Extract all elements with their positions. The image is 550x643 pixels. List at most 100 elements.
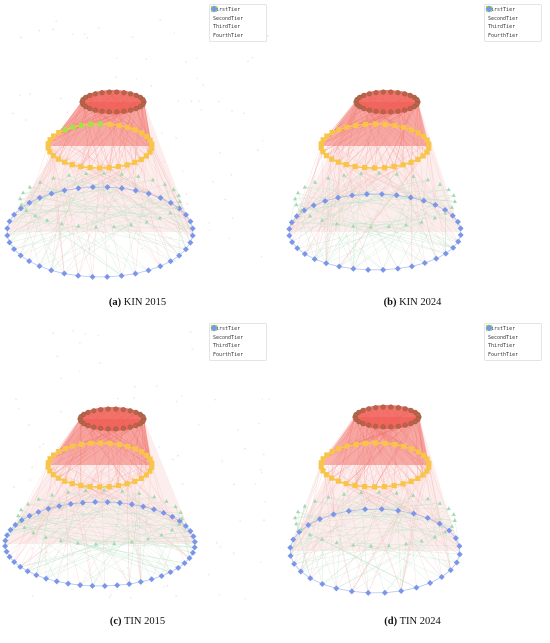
first-tier-node — [134, 410, 139, 415]
second-tier-node — [116, 164, 121, 169]
first-tier-node — [381, 405, 386, 410]
second-tier-node — [107, 122, 112, 127]
diamond-icon — [485, 324, 550, 643]
fourth-tier-node — [132, 271, 138, 277]
second-tier-node — [63, 127, 68, 132]
second-tier-node — [344, 444, 349, 449]
second-tier-node — [149, 142, 154, 147]
first-tier-node — [374, 90, 379, 95]
second-tier-node — [133, 127, 138, 132]
second-tier-node — [401, 444, 406, 449]
second-tier-node — [344, 162, 349, 167]
first-tier-node — [373, 424, 378, 429]
fourth-tier-node — [4, 549, 10, 555]
first-tier-node — [128, 108, 133, 113]
diamond-icon — [485, 5, 550, 324]
second-tier-node — [125, 125, 130, 130]
caption-title: TIN 2024 — [400, 616, 441, 627]
first-tier-node — [122, 109, 127, 114]
first-tier-node — [381, 90, 386, 95]
third-tier-node — [452, 512, 456, 516]
second-tier-node — [117, 442, 122, 447]
second-tier-node — [383, 122, 388, 127]
second-tier-node — [97, 484, 102, 489]
caption-letter: (d) — [384, 616, 397, 627]
second-tier-node — [107, 484, 112, 489]
second-tier-node — [344, 125, 349, 130]
first-tier-node — [361, 93, 366, 98]
third-tier-node — [19, 507, 23, 511]
first-tier-node — [83, 95, 88, 100]
second-tier-node — [97, 165, 102, 170]
second-tier-node — [51, 452, 56, 457]
first-tier-node — [81, 412, 86, 417]
second-tier-node — [88, 122, 93, 127]
second-tier-node — [70, 444, 75, 449]
first-tier-node — [93, 91, 98, 96]
second-tier-node — [409, 127, 414, 132]
second-tier-node — [401, 125, 406, 130]
second-tier-node — [98, 440, 103, 445]
fourth-tier-node — [75, 273, 81, 279]
second-tier-node — [149, 461, 154, 466]
second-tier-node — [87, 165, 92, 170]
second-tier-node — [124, 162, 129, 167]
first-tier-node — [128, 408, 133, 413]
third-tier-node — [293, 196, 297, 200]
first-tier-node — [100, 109, 105, 114]
second-tier-node — [324, 452, 329, 457]
first-tier-node — [413, 419, 418, 424]
fourth-tier-node — [187, 240, 193, 246]
second-tier-node — [382, 484, 387, 489]
second-tier-node — [416, 449, 421, 454]
first-tier-node — [396, 405, 401, 410]
first-tier-node — [367, 108, 372, 113]
first-tier-node — [396, 424, 401, 429]
legend-item: FourthTier — [213, 32, 263, 41]
second-tier-node — [373, 121, 378, 126]
second-tier-node — [132, 160, 137, 165]
first-tier-node — [100, 90, 105, 95]
second-tier-node — [88, 441, 93, 446]
second-tier-node — [392, 442, 397, 447]
second-tier-node — [139, 476, 144, 481]
first-tier-node — [408, 93, 413, 98]
second-tier-node — [372, 165, 377, 170]
second-tier-node — [144, 472, 149, 477]
first-tier-node — [374, 109, 379, 114]
second-tier-node — [132, 479, 137, 484]
second-tier-node — [336, 160, 341, 165]
second-tier-node — [383, 441, 388, 446]
second-tier-node — [421, 153, 426, 158]
first-tier-node — [356, 410, 361, 415]
fourth-tier-node — [190, 550, 196, 556]
fourth-tier-node — [190, 233, 196, 239]
first-tier-node — [87, 93, 92, 98]
first-tier-node — [138, 104, 143, 109]
first-tier-node — [366, 423, 371, 428]
edge-bundle — [5, 409, 195, 586]
second-tier-node — [382, 165, 387, 170]
first-tier-node — [134, 106, 139, 111]
second-tier-node — [79, 442, 84, 447]
second-tier-node — [70, 481, 75, 486]
second-tier-node — [409, 446, 414, 451]
fourth-tier-node — [350, 266, 356, 272]
second-tier-node — [330, 130, 335, 135]
fourth-tier-node — [409, 263, 415, 269]
first-tier-node — [367, 91, 372, 96]
second-tier-node — [336, 479, 341, 484]
third-tier-node — [453, 518, 457, 522]
second-tier-node — [62, 160, 67, 165]
second-tier-node — [70, 162, 75, 167]
second-tier-node — [329, 476, 334, 481]
fourth-tier-node — [365, 590, 371, 596]
first-tier-node — [107, 110, 112, 115]
second-tier-node — [139, 130, 144, 135]
first-tier-node — [388, 90, 393, 95]
first-tier-node — [113, 427, 118, 432]
